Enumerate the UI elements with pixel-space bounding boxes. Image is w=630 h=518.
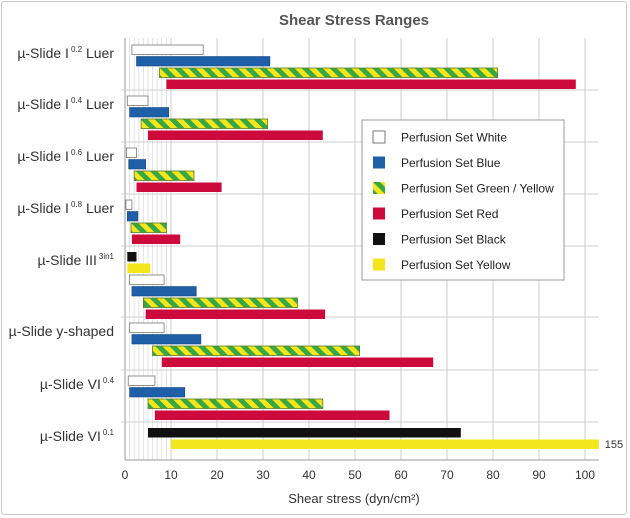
bar-blue [129, 107, 170, 118]
bar-blue [131, 334, 202, 345]
category-label: µ-Slide VI 0.4 [40, 376, 115, 392]
bar-greenyellow [142, 297, 298, 308]
x-tick-label: 30 [256, 468, 270, 482]
legend-swatch-black [373, 233, 385, 245]
bar-blue [128, 159, 146, 170]
bar-blue [131, 286, 197, 297]
legend-label: Perfusion Set Red [401, 207, 498, 221]
legend-swatch-white [372, 130, 386, 144]
legend: Perfusion Set White Perfusion Set Blue Per… [361, 119, 565, 281]
legend-label: Perfusion Set Yellow [401, 258, 511, 272]
bar-black [127, 252, 137, 262]
x-tick-label: 70 [440, 468, 454, 482]
bar-value-label: 155 [605, 439, 623, 451]
bar-greenyellow [140, 118, 269, 129]
legend-label: Perfusion Set Green / Yellow [401, 182, 554, 196]
bar-white [127, 375, 156, 386]
bar-white [125, 147, 137, 158]
bar-red [148, 130, 323, 140]
bar-greenyellow [130, 222, 167, 233]
category-label: µ-Slide y-shaped [9, 323, 114, 339]
category-labels: µ-Slide I 0.2 Luer µ-Slide I 0.4 Luer µ-Slid… [9, 45, 115, 444]
bar-greenyellow [159, 67, 499, 78]
bars: 155 [125, 44, 623, 451]
legend-swatch-red [373, 207, 385, 220]
bar-greenyellow [152, 345, 361, 356]
x-tick-label: 50 [348, 468, 362, 482]
bar-black [148, 428, 461, 438]
legend-label: Perfusion Set Black [401, 233, 507, 247]
bar-red [131, 234, 181, 244]
bar-greenyellow [133, 170, 195, 181]
bar-white [125, 199, 133, 210]
x-tick-label: 40 [302, 468, 316, 482]
legend-box [361, 119, 565, 281]
bar-red [145, 309, 326, 319]
x-tick-label: 10 [164, 468, 178, 482]
bar-white [126, 95, 149, 106]
x-tick-label: 60 [394, 468, 408, 482]
bar-white [129, 274, 165, 285]
legend-swatch-blue [373, 156, 385, 169]
bar-yellow [127, 263, 151, 273]
bar-blue [129, 387, 186, 398]
bar-blue [127, 211, 139, 222]
bar-white [129, 322, 165, 333]
bar-red [161, 357, 434, 367]
bar-white [131, 44, 204, 55]
x-axis-title: Shear stress (dyn/cm²) [288, 491, 419, 506]
chart-title: Shear Stress Ranges [279, 12, 429, 29]
bar-blue [136, 56, 271, 67]
category-label: µ-Slide I 0.2 Luer [17, 45, 114, 61]
category-label: µ-Slide III 3in1 [37, 252, 114, 268]
bar-red [136, 182, 222, 192]
bar-greenyellow [147, 398, 324, 409]
bar-red [166, 79, 576, 89]
category-label: µ-Slide I 0.4 Luer [17, 96, 114, 112]
x-axis-ticks: 0 10 20 30 40 50 60 70 80 90 100 [122, 468, 596, 482]
legend-label: Perfusion Set Blue [401, 156, 501, 170]
x-tick-label: 100 [575, 468, 595, 482]
category-label: µ-Slide I 0.8 Luer [17, 200, 114, 216]
legend-label: Perfusion Set White [401, 131, 507, 145]
bar-yellow [171, 439, 599, 449]
category-label: µ-Slide I 0.6 Luer [17, 148, 114, 164]
x-tick-label: 90 [532, 468, 546, 482]
category-label: µ-Slide VI 0.1 [40, 428, 115, 444]
legend-swatch-greenyellow [373, 182, 385, 194]
x-tick-label: 20 [210, 468, 224, 482]
legend-swatch-yellow [373, 258, 385, 271]
x-tick-label: 80 [486, 468, 500, 482]
x-tick-label: 0 [122, 468, 129, 482]
bar-red [154, 410, 390, 420]
